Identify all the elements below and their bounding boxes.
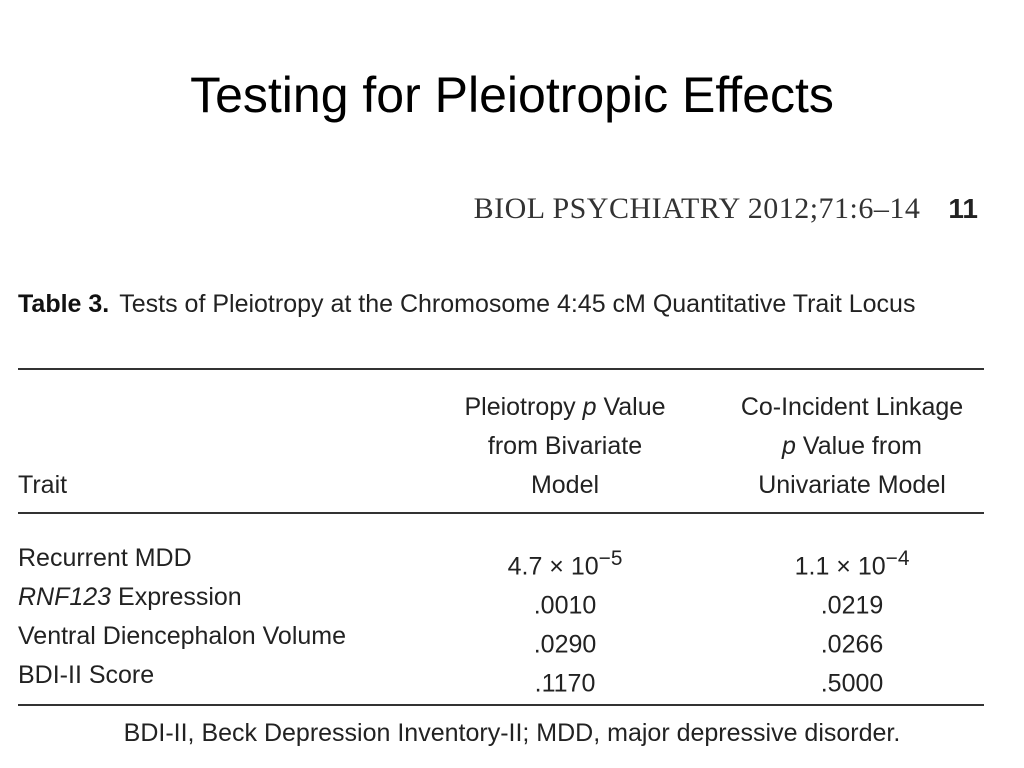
journal-citation: BIOL PSYCHIATRY 2012;71:6–14 11 xyxy=(474,192,978,226)
header-pleiotropy-p-value: Pleiotropy p Value from Bivariate Model xyxy=(430,388,700,505)
table-body: Recurrent MDD 4.7 × 10−5 1.1 × 10−4 RNF1… xyxy=(18,539,984,697)
pleiotropy-p-cell: .0290 xyxy=(533,630,597,659)
linkage-p-cell: .5000 xyxy=(820,669,884,698)
trait-cell: BDI-II Score xyxy=(18,661,155,689)
linkage-p-cell: .0219 xyxy=(820,591,884,620)
header-col3-line1: Co-Incident Linkage xyxy=(740,393,964,421)
table-row: Recurrent MDD 4.7 × 10−5 1.1 × 10−4 xyxy=(18,539,984,580)
table-caption: Table 3. Tests of Pleiotropy at the Chrom… xyxy=(18,285,948,323)
header-trait: Trait xyxy=(18,471,68,499)
page-number: 11 xyxy=(948,193,978,224)
header-col3-line3: Univariate Model xyxy=(758,471,946,499)
table-row: Ventral Diencephalon Volume .0290 .0266 xyxy=(18,617,984,658)
header-col2-line3: Model xyxy=(530,471,600,499)
table-top-rule xyxy=(18,368,984,370)
table-row: BDI-II Score .1170 .5000 xyxy=(18,656,984,697)
table-bottom-rule xyxy=(18,704,984,706)
header-col3-line2: p Value from xyxy=(782,432,922,460)
table-caption-text: Tests of Pleiotropy at the Chromosome 4:… xyxy=(119,290,916,318)
table-label: Table 3. xyxy=(18,290,110,318)
trait-cell: RNF123 Expression xyxy=(18,583,242,611)
table-header-rule xyxy=(18,512,984,514)
header-linkage-p-value: Co-Incident Linkage p Value from Univari… xyxy=(710,388,994,505)
trait-cell: Ventral Diencephalon Volume xyxy=(18,622,347,650)
pleiotropy-p-cell: .1170 xyxy=(534,669,596,698)
linkage-p-cell: 1.1 × 10−4 xyxy=(794,547,910,581)
journal-reference: BIOL PSYCHIATRY 2012;71:6–14 xyxy=(473,192,921,225)
header-col2-line2: from Bivariate xyxy=(487,432,643,460)
slide-title: Testing for Pleiotropic Effects xyxy=(190,67,834,123)
header-col2-line1: Pleiotropy p Value xyxy=(464,393,666,421)
linkage-p-cell: .0266 xyxy=(820,630,884,659)
table-footnote: BDI-II, Beck Depression Inventory-II; MD… xyxy=(123,719,901,747)
table-row: RNF123 Expression .0010 .0219 xyxy=(18,578,984,619)
pleiotropy-p-cell: 4.7 × 10−5 xyxy=(507,547,623,581)
pleiotropy-p-cell: .0010 xyxy=(533,591,597,620)
trait-cell: Recurrent MDD xyxy=(18,544,192,572)
